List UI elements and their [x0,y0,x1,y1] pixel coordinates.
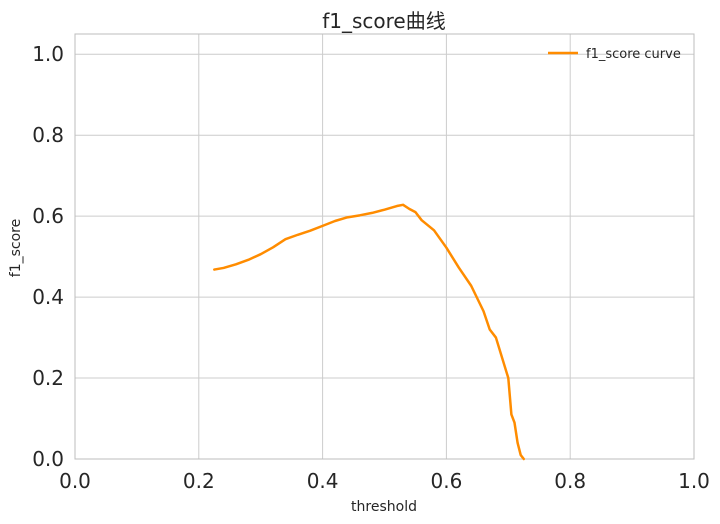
series-point [213,269,215,271]
series-point [371,212,373,214]
plot-border [74,33,695,460]
y-tick-label: 1.0 [32,42,64,66]
series-point [514,422,516,424]
series-point [235,264,237,266]
series-point [501,357,503,359]
series-point [433,230,435,232]
series-layer [213,203,526,461]
series-point [415,211,417,213]
legend-label: f1_score curve [586,47,681,62]
y-axis-label: f1_score [8,219,24,277]
series-point [520,454,522,456]
series-point [260,253,262,255]
series-point [421,219,423,221]
x-tick-label: 0.2 [183,469,215,493]
series-point [517,442,519,444]
series-point [285,238,287,240]
series-point [334,220,336,222]
y-tick-label: 0.2 [32,366,64,390]
series-point [470,285,472,287]
series-point [402,204,404,206]
series-point [511,414,513,416]
x-tick-label: 0.6 [430,469,462,493]
x-tick-label: 0.4 [307,469,339,493]
y-tick-label: 0.4 [32,285,64,309]
y-tick-label: 0.0 [32,447,64,471]
x-tick-label: 0.8 [554,469,586,493]
series-point [446,247,448,249]
series-point [359,215,361,217]
series-point [396,205,398,207]
series-point [483,310,485,312]
series-point [309,230,311,232]
grid [74,34,695,460]
series-point [458,267,460,269]
series-point [384,209,386,211]
x-axis-label: threshold [351,499,417,515]
series-point [523,458,525,460]
x-tick-label: 1.0 [678,469,710,493]
series-point [495,337,497,339]
series-point [322,225,324,227]
y-tick-label: 0.8 [32,123,64,147]
series-point [223,267,225,269]
series-point [297,234,299,236]
x-tick-label: 0.0 [59,469,91,493]
chart-title: f1_score曲线 [322,9,446,33]
series-point [508,377,510,379]
series-point [248,259,250,261]
series-point [489,329,491,331]
plot-frame [74,33,695,460]
series-point [347,217,349,219]
legend: f1_score curve [548,47,681,62]
tick-labels: 0.0 0.2 0.4 0.6 0.8 1.0 0.0 0.2 0.4 0.6 0.8 1.0 [32,42,710,493]
series-point [408,208,410,210]
y-tick-label: 0.6 [32,204,64,228]
series-line-f1-score-curve [213,203,526,461]
series-point [272,247,274,249]
